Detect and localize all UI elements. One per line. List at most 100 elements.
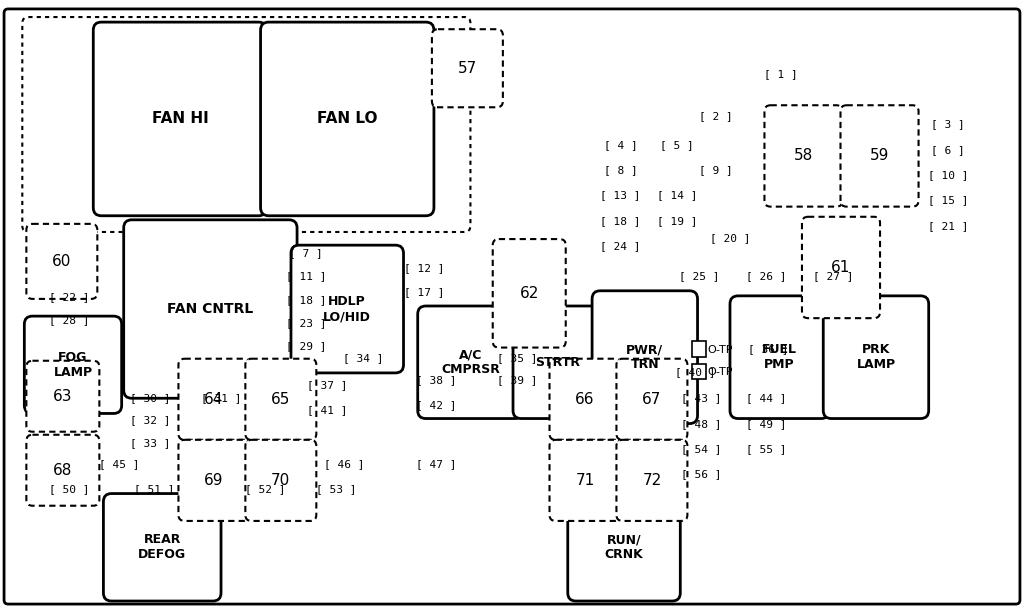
- Text: 61: 61: [831, 260, 851, 275]
- Text: 70: 70: [271, 473, 291, 488]
- Text: [ 7 ]: [ 7 ]: [290, 248, 323, 258]
- FancyBboxPatch shape: [178, 359, 250, 440]
- Text: 65: 65: [271, 392, 291, 407]
- Text: [ 39 ]: [ 39 ]: [497, 375, 538, 385]
- Text: [ 9 ]: [ 9 ]: [699, 165, 732, 175]
- Text: [ 17 ]: [ 17 ]: [403, 287, 444, 297]
- FancyBboxPatch shape: [592, 291, 697, 424]
- FancyBboxPatch shape: [567, 493, 680, 601]
- Text: [ 20 ]: [ 20 ]: [710, 233, 751, 243]
- Text: 68: 68: [53, 463, 73, 478]
- Text: 71: 71: [575, 473, 595, 488]
- FancyBboxPatch shape: [730, 296, 829, 419]
- Text: STRTR: STRTR: [536, 356, 581, 369]
- Text: [ 49 ]: [ 49 ]: [746, 419, 786, 428]
- Text: FAN LO: FAN LO: [317, 112, 378, 126]
- Text: [ 24 ]: [ 24 ]: [600, 241, 641, 251]
- FancyBboxPatch shape: [550, 440, 621, 521]
- Text: [ 44 ]: [ 44 ]: [746, 394, 786, 403]
- FancyBboxPatch shape: [4, 9, 1020, 604]
- Text: O-TP: O-TP: [708, 345, 733, 354]
- Text: [ 45 ]: [ 45 ]: [99, 459, 140, 469]
- Text: FUEL
PMP: FUEL PMP: [762, 343, 797, 371]
- Text: [ 11 ]: [ 11 ]: [286, 272, 327, 281]
- Text: [ 5 ]: [ 5 ]: [660, 140, 694, 150]
- FancyBboxPatch shape: [178, 440, 250, 521]
- Text: [ 14 ]: [ 14 ]: [657, 191, 697, 200]
- Text: A/C
CMPRSR: A/C CMPRSR: [441, 348, 500, 376]
- FancyBboxPatch shape: [246, 359, 316, 440]
- Text: FAN HI: FAN HI: [152, 112, 208, 126]
- Text: REAR
DEFOG: REAR DEFOG: [138, 533, 186, 562]
- Text: 63: 63: [53, 389, 73, 404]
- FancyBboxPatch shape: [493, 239, 565, 348]
- FancyBboxPatch shape: [550, 359, 621, 440]
- Text: [ 28 ]: [ 28 ]: [49, 315, 89, 325]
- FancyBboxPatch shape: [802, 217, 880, 318]
- Text: 64: 64: [204, 392, 223, 407]
- Text: [ 42 ]: [ 42 ]: [416, 400, 457, 410]
- Text: FOG
LAMP: FOG LAMP: [53, 351, 92, 379]
- Text: 58: 58: [794, 148, 813, 164]
- FancyBboxPatch shape: [246, 440, 316, 521]
- Text: [ 32 ]: [ 32 ]: [130, 416, 170, 425]
- Text: [ 8 ]: [ 8 ]: [603, 165, 637, 175]
- Text: [ 41 ]: [ 41 ]: [307, 405, 348, 416]
- Text: [ 18 ]: [ 18 ]: [286, 295, 327, 305]
- FancyBboxPatch shape: [25, 316, 122, 413]
- Text: [ 2 ]: [ 2 ]: [699, 112, 732, 121]
- Text: [ 53 ]: [ 53 ]: [316, 484, 356, 495]
- FancyBboxPatch shape: [823, 296, 929, 419]
- FancyBboxPatch shape: [103, 493, 221, 601]
- FancyBboxPatch shape: [841, 105, 919, 207]
- FancyBboxPatch shape: [27, 360, 99, 432]
- FancyBboxPatch shape: [418, 306, 523, 419]
- Text: [ 12 ]: [ 12 ]: [403, 264, 444, 273]
- FancyBboxPatch shape: [765, 105, 843, 207]
- Text: [ 35 ]: [ 35 ]: [497, 352, 538, 363]
- FancyBboxPatch shape: [616, 359, 687, 440]
- Text: O-TP: O-TP: [708, 367, 733, 377]
- Text: [ 48 ]: [ 48 ]: [681, 419, 722, 428]
- FancyBboxPatch shape: [513, 306, 602, 419]
- FancyBboxPatch shape: [692, 364, 706, 379]
- Text: [ 29 ]: [ 29 ]: [286, 341, 327, 351]
- Text: [ 19 ]: [ 19 ]: [657, 216, 697, 226]
- Text: [ 13 ]: [ 13 ]: [600, 191, 641, 200]
- Text: 60: 60: [52, 254, 72, 269]
- Text: [ 3 ]: [ 3 ]: [931, 120, 965, 129]
- Text: 62: 62: [519, 286, 539, 301]
- Text: [ 51 ]: [ 51 ]: [134, 484, 174, 495]
- Text: [ 26 ]: [ 26 ]: [746, 272, 786, 281]
- Text: [ 30 ]: [ 30 ]: [130, 394, 170, 403]
- Text: FAN CNTRL: FAN CNTRL: [167, 302, 254, 316]
- Text: [ 31 ]: [ 31 ]: [201, 394, 242, 403]
- Text: [ 18 ]: [ 18 ]: [600, 216, 641, 226]
- Text: [ 52 ]: [ 52 ]: [246, 484, 286, 495]
- Text: [ 21 ]: [ 21 ]: [928, 221, 969, 231]
- FancyBboxPatch shape: [124, 220, 297, 398]
- Text: [ 37 ]: [ 37 ]: [307, 380, 348, 390]
- Text: 57: 57: [458, 61, 477, 76]
- Text: HDLP
LO/HID: HDLP LO/HID: [324, 295, 371, 323]
- Text: [ 22 ]: [ 22 ]: [49, 292, 89, 302]
- Text: [ 6 ]: [ 6 ]: [931, 145, 965, 155]
- Text: [ 46 ]: [ 46 ]: [325, 459, 365, 469]
- Text: PWR/
TRN: PWR/ TRN: [627, 343, 664, 371]
- Text: [ 54 ]: [ 54 ]: [681, 444, 722, 454]
- Text: [ 36 ]: [ 36 ]: [749, 345, 788, 354]
- Text: [ 33 ]: [ 33 ]: [130, 438, 170, 448]
- Text: 66: 66: [575, 392, 595, 407]
- FancyBboxPatch shape: [27, 435, 99, 506]
- Text: 72: 72: [642, 473, 662, 488]
- FancyBboxPatch shape: [27, 224, 97, 299]
- FancyBboxPatch shape: [616, 440, 687, 521]
- Text: [ 34 ]: [ 34 ]: [343, 352, 383, 363]
- Text: [ 38 ]: [ 38 ]: [416, 375, 457, 385]
- Text: [ 25 ]: [ 25 ]: [679, 272, 720, 281]
- Text: [ 27 ]: [ 27 ]: [813, 272, 854, 281]
- Text: [ 50 ]: [ 50 ]: [49, 484, 89, 495]
- Text: 69: 69: [204, 473, 223, 488]
- Text: [ 4 ]: [ 4 ]: [603, 140, 637, 150]
- Text: [ 47 ]: [ 47 ]: [416, 459, 457, 469]
